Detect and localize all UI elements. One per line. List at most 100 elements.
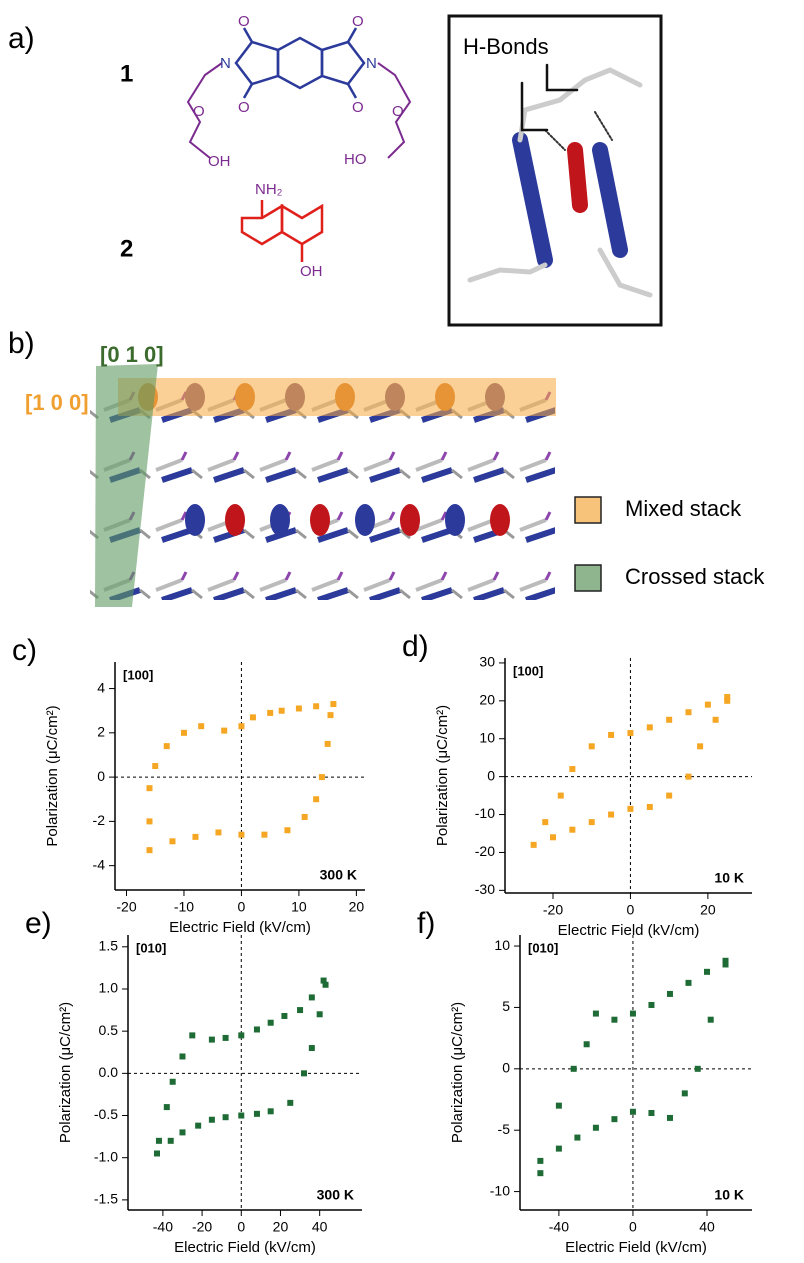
point xyxy=(268,1020,274,1026)
point xyxy=(146,847,152,853)
y-tick-label: 10 xyxy=(494,937,510,953)
point xyxy=(238,1032,244,1038)
y-tick-label: 5 xyxy=(502,998,510,1014)
page: a) 1 2 O O O O N N O O OH HO NH₂ OH H-Bo… xyxy=(0,0,804,1263)
point xyxy=(724,698,730,704)
point xyxy=(330,701,336,707)
point xyxy=(146,785,152,791)
point xyxy=(192,834,198,840)
point xyxy=(569,827,575,833)
atom: NH₂ xyxy=(255,181,283,198)
point xyxy=(569,766,575,772)
x-axis-label: Electric Field (kV/cm) xyxy=(174,1239,316,1256)
x-tick-label: 40 xyxy=(699,1219,715,1235)
point xyxy=(296,705,302,711)
point xyxy=(531,842,537,848)
point xyxy=(667,991,673,997)
x-tick-label: -20 xyxy=(192,1219,212,1235)
atom: OH xyxy=(300,263,323,280)
point xyxy=(685,980,691,986)
point xyxy=(223,1035,229,1041)
point xyxy=(627,730,633,736)
y-tick-label: -1.5 xyxy=(94,1191,118,1207)
direction-label: [0 1 0] xyxy=(100,342,164,367)
y-tick-label: 10 xyxy=(479,729,495,745)
direction-label: [1 0 0] xyxy=(25,390,89,415)
point xyxy=(238,1113,244,1119)
point xyxy=(325,741,331,747)
x-tick-label: 0 xyxy=(238,899,246,915)
panel-label: a) xyxy=(8,22,35,55)
y-tick-label: -30 xyxy=(475,881,495,897)
point xyxy=(261,832,267,838)
point xyxy=(179,1129,185,1135)
point xyxy=(708,1017,714,1023)
panel-label: c) xyxy=(12,634,37,667)
point xyxy=(556,1103,562,1109)
point xyxy=(611,1116,617,1122)
y-tick-label: -2 xyxy=(93,812,106,828)
y-tick-label: 1.0 xyxy=(99,980,119,996)
mixed-stack-band xyxy=(118,378,556,416)
annotation: 10 K xyxy=(714,1187,744,1203)
point xyxy=(223,1114,229,1120)
x-tick-label: -20 xyxy=(543,902,563,918)
point xyxy=(168,1138,174,1144)
y-tick-label: 2 xyxy=(97,724,105,740)
point xyxy=(287,1100,293,1106)
x-tick-label: 0 xyxy=(237,1219,245,1235)
point xyxy=(164,1104,170,1110)
y-tick-label: -10 xyxy=(475,805,495,821)
x-tick-label: 40 xyxy=(312,1219,328,1235)
legend-swatch xyxy=(575,565,601,591)
point xyxy=(686,709,692,715)
y-axis-label: Polarization (μC/cm²) xyxy=(449,1002,466,1143)
molecule-1 xyxy=(236,28,364,98)
point xyxy=(697,743,703,749)
point xyxy=(627,806,633,812)
y-tick-label: 0 xyxy=(487,767,495,783)
point xyxy=(667,1115,673,1121)
legend-swatch xyxy=(575,497,601,523)
point xyxy=(695,1066,701,1072)
legend: Mixed stack Crossed stack xyxy=(575,496,765,591)
inset-label: H-Bonds xyxy=(463,34,549,59)
y-tick-label: 1.5 xyxy=(99,938,119,954)
y-tick-label: 4 xyxy=(97,679,105,695)
point xyxy=(647,804,653,810)
annotation: [010] xyxy=(528,940,558,955)
point xyxy=(221,728,227,734)
point xyxy=(713,717,719,723)
y-axis-label: Polarization (μC/cm²) xyxy=(57,1002,74,1143)
point xyxy=(584,1041,590,1047)
annotation: [100] xyxy=(513,663,543,678)
y-axis-label: Polarization (μC/cm²) xyxy=(44,705,61,846)
point xyxy=(323,982,329,988)
x-tick-label: 20 xyxy=(349,899,365,915)
point xyxy=(309,1045,315,1051)
legend-label: Mixed stack xyxy=(625,496,742,521)
x-tick-label: 0 xyxy=(629,1219,637,1235)
atom: O xyxy=(238,99,250,116)
y-tick-label: -10 xyxy=(490,1182,510,1198)
point xyxy=(666,717,672,723)
panel-label: e) xyxy=(25,907,52,940)
point xyxy=(215,829,221,835)
point xyxy=(682,1090,688,1096)
point xyxy=(537,1158,543,1164)
x-axis-label: Electric Field (kV/cm) xyxy=(558,922,700,939)
x-tick-label: 0 xyxy=(627,902,635,918)
point xyxy=(152,763,158,769)
point xyxy=(209,1037,215,1043)
point xyxy=(209,1117,215,1123)
legend-label: Crossed stack xyxy=(625,564,765,589)
annotation: [100] xyxy=(123,667,153,682)
figure: a) 1 2 O O O O N N O O OH HO NH₂ OH H-Bo… xyxy=(0,0,804,1258)
point xyxy=(647,724,653,730)
point xyxy=(328,712,334,718)
panel-label: d) xyxy=(402,630,429,663)
point xyxy=(169,838,175,844)
point xyxy=(723,961,729,967)
atom: O xyxy=(238,13,250,30)
y-tick-label: -1.0 xyxy=(94,1148,118,1164)
